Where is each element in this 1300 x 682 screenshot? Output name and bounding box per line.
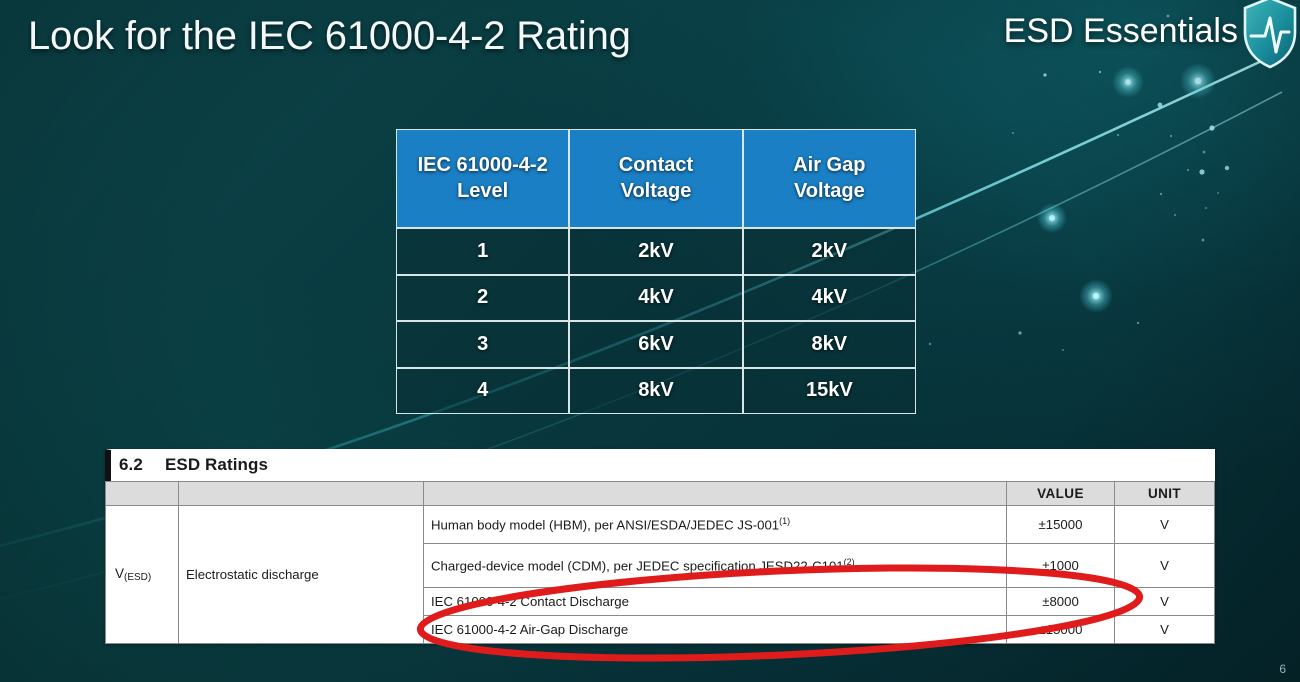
header-level-line1: IEC 61000-4-2 (417, 153, 548, 176)
cell-description: Human body model (HBM), per ANSI/ESDA/JE… (423, 505, 1007, 544)
cell-airgap-voltage: 15kV (742, 367, 916, 414)
cell-value: ±15000 (1006, 505, 1115, 544)
cell-description: IEC 61000-4-2 Contact Discharge (423, 587, 1007, 616)
cell-contact-voltage: 8kV (569, 367, 743, 414)
table-header-row: IEC 61000-4-2 Level Contact Voltage Air … (396, 129, 916, 228)
table-row: 3 6kV 8kV (396, 321, 916, 368)
iec-level-table: IEC 61000-4-2 Level Contact Voltage Air … (396, 129, 916, 414)
cell-level: 4 (396, 367, 570, 414)
header-value: VALUE (1006, 481, 1115, 506)
section-title: ESD Ratings (164, 455, 269, 474)
esd-ratings-table: VALUE UNIT V(ESD) Electrostatic discharg… (105, 481, 1215, 644)
cell-contact-voltage: 6kV (569, 321, 743, 368)
description-text: Human body model (HBM), per ANSI/ESDA/JE… (431, 517, 780, 533)
cell-parameter: Electrostatic discharge (178, 505, 424, 644)
header-blank-parameter (178, 481, 424, 506)
cell-airgap-voltage: 4kV (742, 274, 916, 321)
cell-symbol: V(ESD) (105, 505, 179, 644)
header-contact-line1: Contact (618, 153, 694, 176)
cell-airgap-voltage: 2kV (742, 228, 916, 275)
cell-contact-voltage: 2kV (569, 228, 743, 275)
cell-value: ±15000 (1006, 615, 1115, 644)
header-cell-airgap: Air Gap Voltage (742, 129, 916, 228)
datasheet-excerpt: 6.2 ESD Ratings VALUE UNIT V(ESD) (105, 449, 1215, 644)
header-blank-description (423, 481, 1007, 506)
cell-level: 1 (396, 228, 570, 275)
header-contact-line2: Voltage (620, 179, 692, 202)
header-cell-contact: Contact Voltage (569, 129, 743, 228)
header-unit: UNIT (1114, 481, 1215, 506)
page-number: 6 (1279, 662, 1286, 676)
description-text: Charged-device model (CDM), per JEDEC sp… (431, 558, 844, 574)
cell-description: IEC 61000-4-2 Air-Gap Discharge (423, 615, 1007, 644)
header-airgap-line2: Voltage (793, 179, 865, 202)
table-row: V(ESD) Electrostatic discharge Human bod… (105, 505, 1215, 644)
cell-description: Charged-device model (CDM), per JEDEC sp… (423, 543, 1007, 588)
cell-level: 3 (396, 321, 570, 368)
section-number: 6.2 (119, 455, 143, 474)
cell-value: ±1000 (1006, 543, 1115, 588)
table-row: 2 4kV 4kV (396, 274, 916, 321)
header-cell-level: IEC 61000-4-2 Level (396, 129, 570, 228)
cell-level: 2 (396, 274, 570, 321)
header-airgap-line1: Air Gap (793, 153, 866, 176)
cell-unit: V (1114, 505, 1215, 544)
cell-unit: V (1114, 543, 1215, 588)
header-level-line2: Level (457, 179, 509, 202)
symbol-subscript: (ESD) (124, 572, 152, 583)
table-row: 4 8kV 15kV (396, 367, 916, 414)
header-blank-symbol (105, 481, 179, 506)
table-row: 1 2kV 2kV (396, 228, 916, 275)
shield-pulse-icon (1243, 0, 1297, 69)
cell-unit: V (1114, 587, 1215, 616)
cell-contact-voltage: 4kV (569, 274, 743, 321)
datasheet-section-header: 6.2 ESD Ratings (105, 449, 1215, 481)
cell-airgap-voltage: 8kV (742, 321, 916, 368)
brand-label: ESD Essentials (1003, 12, 1238, 50)
symbol-text: V (115, 566, 125, 581)
cell-value: ±8000 (1006, 587, 1115, 616)
datasheet-header-row: VALUE UNIT (105, 481, 1215, 506)
footnote-marker: (2) (843, 557, 855, 568)
footnote-marker: (1) (779, 516, 791, 527)
cell-unit: V (1114, 615, 1215, 644)
page-title: Look for the IEC 61000-4-2 Rating (28, 14, 631, 58)
